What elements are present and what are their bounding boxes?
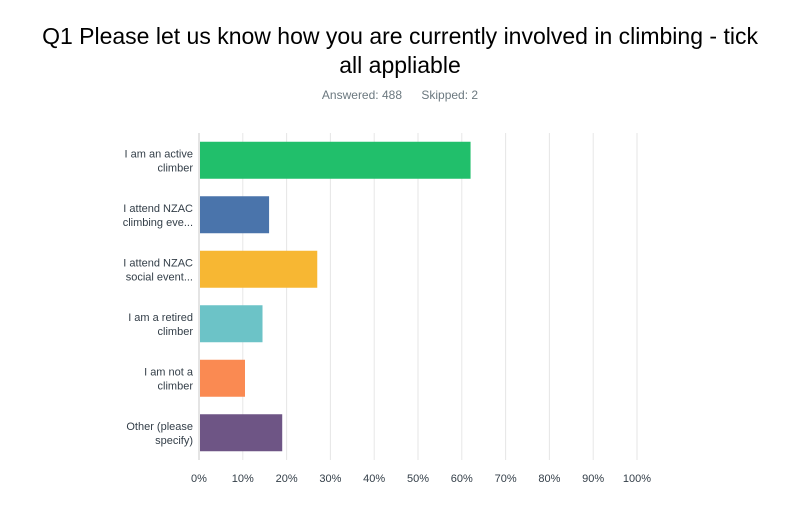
response-summary: Answered: 488 Skipped: 2 [0,88,800,102]
category-label: climber [158,162,194,174]
x-tick-label: 90% [582,473,604,485]
page-title: Q1 Please let us know how you are curren… [42,23,758,78]
category-label: I attend NZAC [123,203,193,215]
skipped-count: Skipped: 2 [421,88,478,102]
category-label: Other (please [126,421,193,433]
skipped-label: Skipped: [421,88,469,102]
bar[interactable] [200,250,318,288]
category-label: specify) [155,435,193,447]
category-label: climber [158,380,194,392]
category-label: climber [158,326,194,338]
category-label: social event... [126,271,193,283]
x-tick-label: 40% [363,473,385,485]
bar[interactable] [200,359,245,397]
x-tick-label: 0% [191,473,207,485]
bar[interactable] [200,414,283,452]
x-tick-label: 80% [538,473,560,485]
category-label: climbing eve... [123,217,193,229]
x-tick-label: 10% [232,473,254,485]
bar[interactable] [200,141,471,179]
x-tick-label: 30% [319,473,341,485]
bar[interactable] [200,196,270,234]
answered-value: 488 [381,88,402,102]
bar[interactable] [200,305,263,343]
x-tick-label: 20% [276,473,298,485]
x-tick-label: 100% [623,473,651,485]
category-label: I am an active [125,148,193,160]
category-label: I am a retired [128,312,193,324]
answered-label: Answered: [321,88,379,102]
x-tick-label: 60% [451,473,473,485]
x-tick-label: 70% [495,473,517,485]
x-tick-label: 50% [407,473,429,485]
answered-count: Answered: 488 [322,88,402,102]
category-label: I attend NZAC [123,257,193,269]
category-label: I am not a [144,366,194,378]
skipped-value: 2 [471,88,479,102]
